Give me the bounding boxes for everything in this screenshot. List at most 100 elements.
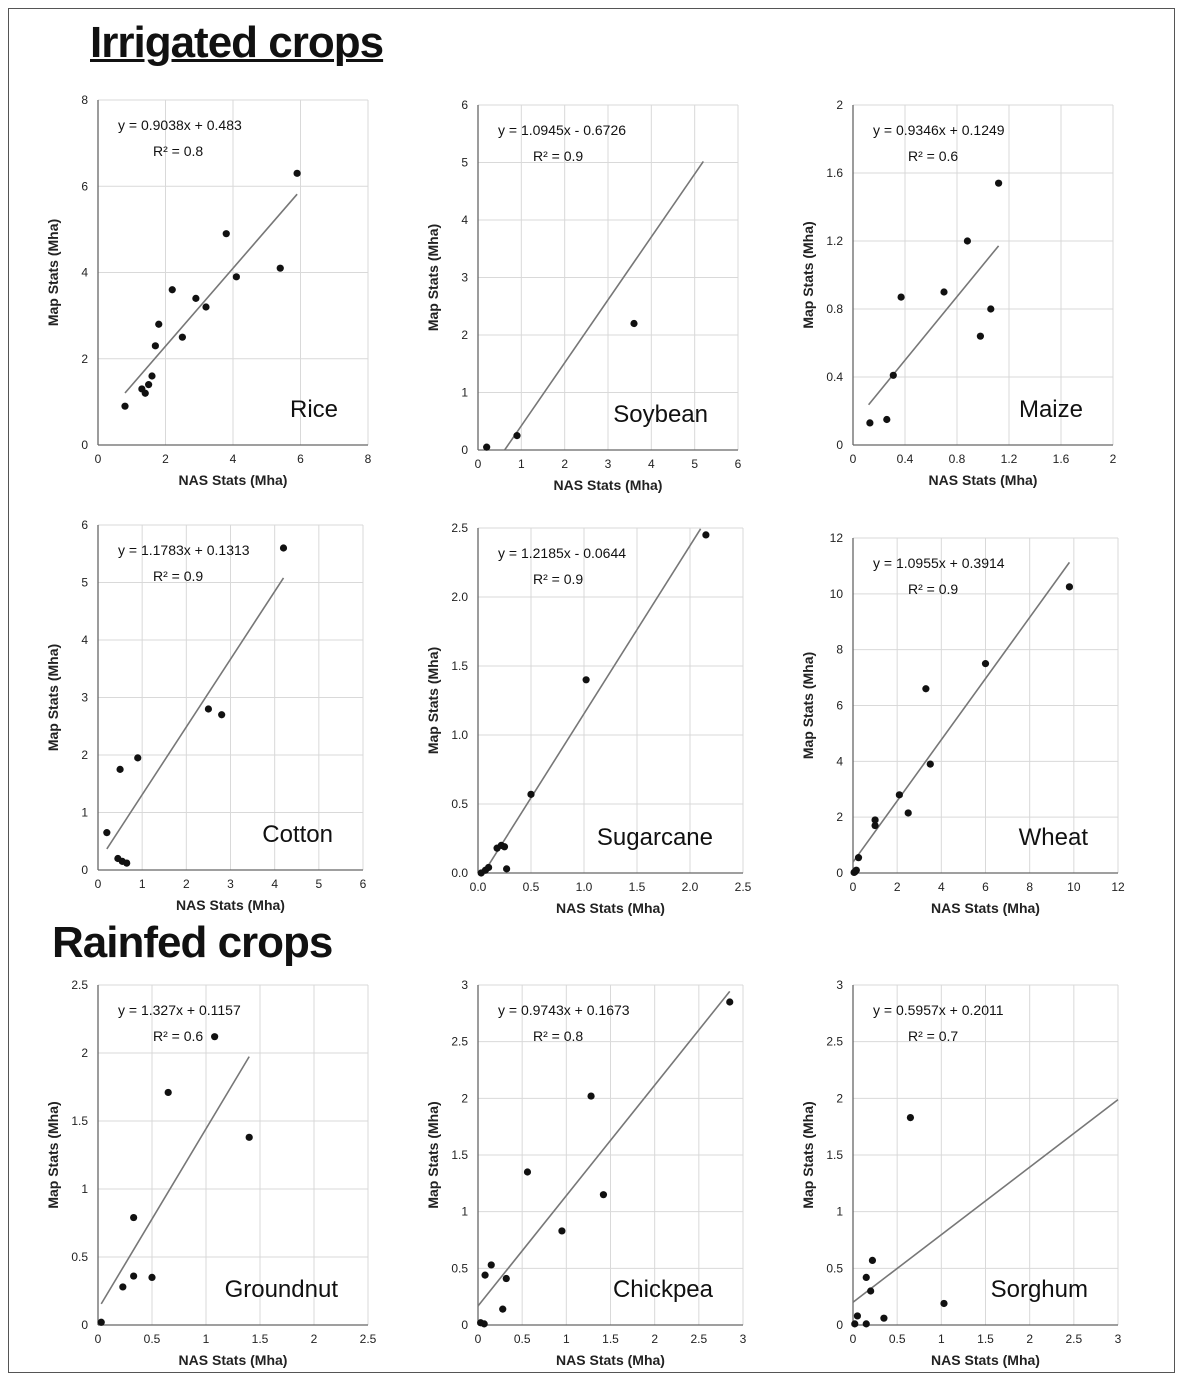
y-axis-label: Map Stats (Mha) bbox=[800, 1101, 816, 1208]
data-point bbox=[926, 760, 934, 768]
data-point bbox=[485, 863, 493, 872]
data-point bbox=[922, 685, 930, 693]
data-point bbox=[867, 1287, 875, 1295]
data-point bbox=[168, 286, 176, 294]
y-tick-label: 1 bbox=[461, 1205, 468, 1219]
trend-line bbox=[852, 1099, 1119, 1303]
trend-line bbox=[867, 245, 1000, 406]
x-tick-label: 1 bbox=[563, 1332, 570, 1346]
x-tick-label: 6 bbox=[982, 880, 989, 894]
data-point bbox=[940, 1299, 948, 1308]
data-point bbox=[527, 790, 535, 798]
x-tick-label: 3 bbox=[740, 1332, 747, 1346]
data-point bbox=[499, 1305, 507, 1313]
irrigated-crops-title: Irrigated crops bbox=[90, 18, 384, 67]
data-point bbox=[726, 998, 734, 1006]
y-tick-label: 12 bbox=[830, 531, 844, 545]
y-tick-label: 5 bbox=[461, 156, 468, 170]
y-tick-label: 3 bbox=[461, 271, 468, 285]
x-tick-label: 2 bbox=[183, 877, 190, 891]
r-squared-label: R² = 0.9 bbox=[533, 148, 583, 164]
chart-maize: 0 0.4 0.8 1.2 1.6 2 0 0.4 0.8 1.2 1.6 2 NAS Stats (M… bbox=[800, 98, 1117, 488]
x-tick-label: 2 bbox=[894, 880, 901, 894]
data-point bbox=[862, 1320, 870, 1328]
x-tick-label: 4 bbox=[648, 457, 655, 471]
x-tick-label: 0.5 bbox=[514, 1332, 531, 1346]
data-point bbox=[897, 293, 905, 301]
y-tick-label: 1 bbox=[836, 1205, 843, 1219]
x-tick-label: 8 bbox=[365, 452, 372, 466]
data-point bbox=[480, 1320, 488, 1328]
y-tick-label: 0 bbox=[461, 443, 468, 457]
data-point bbox=[976, 332, 984, 340]
x-tick-label: 3 bbox=[1115, 1332, 1122, 1346]
y-tick-label: 2.5 bbox=[826, 1035, 843, 1049]
x-tick-label: 1.5 bbox=[629, 880, 646, 894]
y-tick-label: 0.5 bbox=[451, 1261, 468, 1275]
x-tick-label: 1.0 bbox=[576, 880, 593, 894]
crop-name-label: Maize bbox=[1019, 396, 1083, 423]
x-axis-label: NAS Stats (Mha) bbox=[556, 1352, 665, 1368]
chart-chickpea: 0 0.5 1 1.5 2 2.5 3 0 0.5 1 1.5 2 2.5 3 NAS Stats (Mha… bbox=[425, 978, 747, 1368]
data-point bbox=[852, 866, 860, 874]
y-tick-label: 0 bbox=[836, 1318, 843, 1332]
data-point bbox=[558, 1227, 566, 1235]
y-tick-label: 0 bbox=[81, 438, 88, 452]
x-tick-label: 2 bbox=[311, 1332, 318, 1346]
x-tick-label: 4 bbox=[230, 452, 237, 466]
y-tick-label: 2 bbox=[461, 328, 468, 342]
x-tick-label: 1 bbox=[203, 1332, 210, 1346]
x-tick-label: 2.5 bbox=[735, 880, 752, 894]
x-tick-label: 3 bbox=[227, 877, 234, 891]
y-tick-label: 0 bbox=[836, 438, 843, 452]
y-tick-label: 1 bbox=[461, 386, 468, 400]
x-tick-label: 0 bbox=[850, 1332, 857, 1346]
y-tick-label: 2 bbox=[836, 1091, 843, 1105]
trend-line bbox=[503, 160, 704, 451]
data-point bbox=[895, 791, 903, 799]
regression-equation: y = 0.5957x + 0.2011 bbox=[873, 1002, 1004, 1018]
data-point bbox=[483, 443, 491, 451]
regression-equation: y = 1.2185x - 0.0644 bbox=[498, 545, 626, 561]
data-point bbox=[851, 1320, 859, 1328]
x-tick-label: 6 bbox=[360, 877, 367, 891]
x-tick-label: 8 bbox=[1026, 880, 1033, 894]
data-point bbox=[587, 1092, 595, 1100]
data-point bbox=[232, 273, 240, 281]
data-point bbox=[121, 402, 129, 410]
x-tick-label: 5 bbox=[315, 877, 322, 891]
y-tick-label: 6 bbox=[81, 179, 88, 193]
data-point bbox=[866, 419, 874, 427]
y-tick-label: 10 bbox=[830, 587, 844, 601]
chart-sorghum: 0 0.5 1 1.5 2 2.5 3 0 0.5 1 1.5 2 2.5 3 NAS Stats (Mha… bbox=[800, 978, 1122, 1368]
crop-name-label: Chickpea bbox=[613, 1276, 714, 1303]
x-tick-label: 4 bbox=[938, 880, 945, 894]
trend-line bbox=[477, 990, 731, 1307]
y-tick-label: 0 bbox=[836, 866, 843, 880]
data-point bbox=[871, 816, 879, 824]
crop-name-label: Soybean bbox=[613, 401, 708, 428]
regression-equation: y = 1.1783x + 0.1313 bbox=[118, 542, 250, 558]
y-tick-label: 2 bbox=[836, 98, 843, 112]
x-tick-label: 0 bbox=[475, 1332, 482, 1346]
x-tick-label: 0.0 bbox=[470, 880, 487, 894]
x-axis-label: NAS Stats (Mha) bbox=[556, 900, 665, 916]
data-point bbox=[141, 389, 149, 397]
y-tick-label: 5 bbox=[81, 576, 88, 590]
x-tick-label: 0.4 bbox=[897, 452, 914, 466]
data-point bbox=[130, 1213, 138, 1222]
y-tick-label: 1.2 bbox=[826, 234, 843, 248]
x-tick-label: 2.5 bbox=[360, 1332, 377, 1346]
y-tick-label: 2 bbox=[836, 810, 843, 824]
x-tick-label: 10 bbox=[1067, 880, 1081, 894]
x-axis-label: NAS Stats (Mha) bbox=[931, 1352, 1040, 1368]
y-tick-label: 0 bbox=[461, 1318, 468, 1332]
x-tick-label: 1 bbox=[938, 1332, 945, 1346]
x-tick-label: 2.5 bbox=[1065, 1332, 1082, 1346]
x-tick-label: 0.8 bbox=[949, 452, 966, 466]
y-tick-label: 2.5 bbox=[451, 521, 468, 535]
data-point bbox=[97, 1318, 105, 1326]
chart-cotton: 0 1 2 3 4 5 6 0 1 2 3 4 5 6 NAS Stats (Mha) Map Stats (… bbox=[45, 518, 367, 913]
data-point bbox=[853, 1312, 862, 1320]
r-squared-label: R² = 0.6 bbox=[153, 1028, 203, 1044]
